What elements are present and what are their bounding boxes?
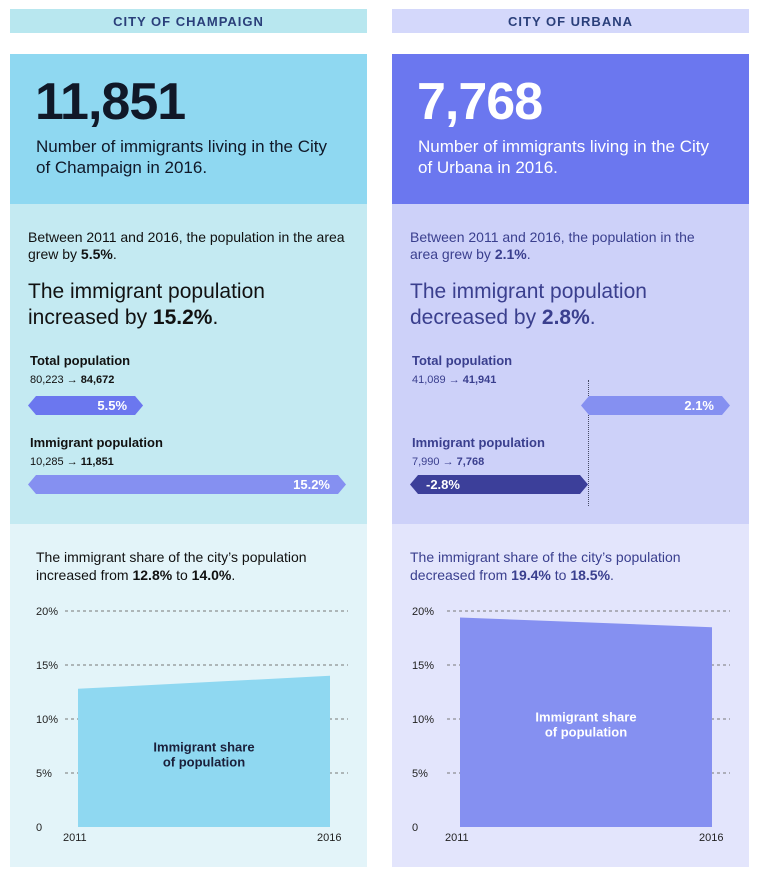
y-tick-label: 20% — [412, 606, 434, 618]
share-text-post: . — [231, 567, 236, 583]
share-from: 19.4% — [511, 567, 551, 583]
x-tick-label: 2011 — [445, 832, 469, 844]
imm-to: 7,768 — [456, 456, 485, 468]
champaign-share-text: The immigrant share of the city’s popula… — [36, 548, 356, 584]
area-label-line1: Immigrant share — [153, 740, 254, 755]
urbana-immigrant-count: 7,768 — [417, 73, 543, 131]
imm-to: 11,851 — [80, 456, 114, 468]
champaign-hero: 11,851 Number of immigrants living in th… — [10, 54, 367, 204]
total-to: 41,941 — [462, 374, 497, 386]
urbana-population-panel: Between 2011 and 2016, the population in… — [392, 204, 749, 524]
champaign-change-text: The immigrant population increased by 15… — [28, 279, 358, 331]
urbana-header: CITY OF URBANA — [392, 9, 749, 33]
urbana-total-values: 41,089 → 41,941 — [412, 374, 496, 386]
urbana-immigrant-bar-label: -2.8% — [426, 477, 460, 492]
urbana-share-panel: The immigrant share of the city’s popula… — [392, 524, 749, 867]
growth-text-post: . — [526, 246, 531, 262]
urbana-change-text: The immigrant population decreased by 2.… — [410, 279, 740, 331]
champaign-immigrant-bar: 15.2% — [28, 475, 346, 494]
champaign-immigrant-bar-label: 15.2% — [293, 477, 330, 492]
y-tick-label: 15% — [412, 660, 434, 672]
imm-from: 7,990 → — [412, 456, 454, 468]
share-to: 14.0% — [191, 567, 232, 583]
change-value: 2.8% — [541, 306, 590, 329]
y-tick-label: 0 — [36, 822, 42, 834]
change-text-post: . — [589, 306, 596, 329]
urbana-immigrant-bar: -2.8% — [410, 475, 588, 494]
total-to: 84,672 — [80, 374, 115, 386]
growth-value: 2.1% — [494, 246, 527, 262]
share-text-post: . — [610, 567, 614, 583]
area-label-line2: of population — [163, 755, 245, 770]
urbana-zero-line — [588, 380, 589, 506]
y-tick-label: 0 — [412, 822, 418, 834]
share-to: 18.5% — [570, 567, 611, 583]
immigrant-share-area — [460, 617, 712, 827]
urbana-hero: 7,768 Number of immigrants living in the… — [392, 54, 749, 204]
urbana-total-bar-label: 2.1% — [684, 398, 714, 413]
x-tick-label: 2011 — [63, 832, 87, 844]
champaign-total-bar: 5.5% — [28, 396, 143, 415]
total-from: 41,089 → — [412, 374, 460, 386]
champaign-header: CITY OF CHAMPAIGN — [10, 9, 367, 33]
champaign-immigrant-title: Immigrant population — [30, 435, 163, 450]
urbana-total-bar: 2.1% — [581, 396, 730, 415]
urbana-immigrant-values: 7,990 → 7,768 — [412, 456, 484, 468]
immigrant-share-area — [78, 675, 330, 827]
y-tick-label: 10% — [36, 714, 58, 726]
area-label-line1: Immigrant share — [535, 710, 636, 725]
imm-from: 10,285 → — [30, 456, 78, 468]
area-label-line2: of population — [545, 725, 627, 740]
growth-text-post: . — [112, 246, 117, 262]
share-text-mid: to — [550, 567, 571, 583]
champaign-immigrant-caption: Number of immigrants living in the City … — [36, 137, 327, 177]
y-tick-label: 15% — [36, 660, 58, 672]
share-text-pre: The immigrant share of the city’s popula… — [36, 549, 307, 583]
growth-value: 5.5% — [80, 246, 113, 262]
champaign-total-title: Total population — [30, 353, 131, 368]
change-value: 15.2% — [152, 306, 213, 329]
champaign-total-bar-label: 5.5% — [97, 398, 128, 413]
share-text-pre: The immigrant share of the city’s popula… — [410, 549, 681, 583]
share-text-mid: to — [172, 567, 192, 583]
urbana-share-text: The immigrant share of the city’s popula… — [410, 548, 730, 584]
y-tick-label: 5% — [36, 768, 52, 780]
champaign-growth-text: Between 2011 and 2016, the population in… — [28, 229, 348, 263]
champaign-share-panel: The immigrant share of the city’s popula… — [10, 524, 367, 867]
change-text-pre: The immigrant population increased by — [28, 280, 265, 329]
champaign-immigrant-values: 10,285 → 11,851 — [30, 456, 114, 468]
champaign-immigrant-count: 11,851 — [35, 73, 186, 131]
change-text-post: . — [212, 306, 219, 329]
champaign-total-values: 80,223 → 84,672 — [30, 374, 114, 386]
x-tick-label: 2016 — [699, 832, 723, 844]
urbana-immigrant-title: Immigrant population — [412, 435, 545, 450]
share-from: 12.8% — [132, 567, 173, 583]
growth-text-pre: Between 2011 and 2016, the population in… — [28, 229, 345, 262]
growth-text-pre: Between 2011 and 2016, the population in… — [410, 229, 695, 262]
urbana-immigrant-caption: Number of immigrants living in the City … — [418, 137, 709, 177]
change-text-pre: The immigrant population decreased by — [410, 280, 647, 329]
y-tick-label: 20% — [36, 606, 58, 618]
y-tick-label: 10% — [412, 714, 434, 726]
y-tick-label: 5% — [412, 768, 428, 780]
champaign-population-panel: Between 2011 and 2016, the population in… — [10, 204, 367, 524]
total-from: 80,223 → — [30, 374, 78, 386]
urbana-growth-text: Between 2011 and 2016, the population in… — [410, 229, 700, 263]
x-tick-label: 2016 — [317, 832, 341, 844]
urbana-total-title: Total population — [412, 353, 513, 368]
